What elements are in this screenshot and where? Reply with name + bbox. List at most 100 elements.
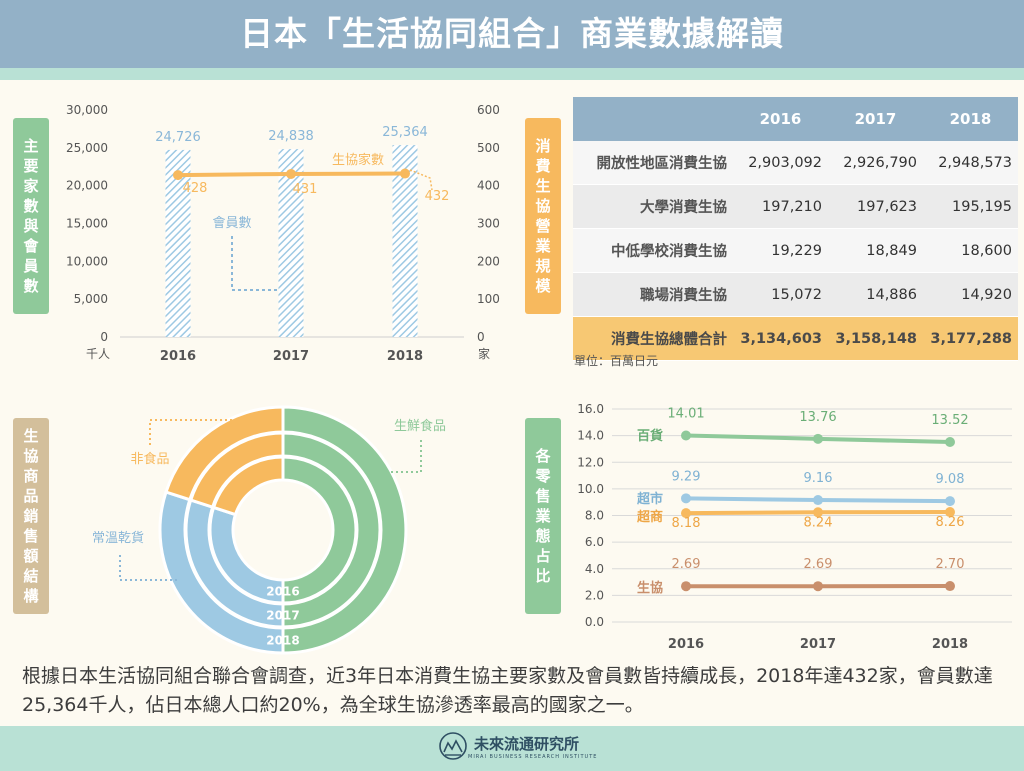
donut-leader (149, 419, 255, 445)
table-cell: 18,849 (828, 228, 923, 273)
y-left-tick-label: 10,000 (66, 254, 108, 268)
table-cell: 3,134,603 (733, 316, 828, 361)
line-point (945, 507, 955, 518)
line-value-label: 9.08 (936, 472, 965, 487)
donut-slice (164, 405, 285, 502)
line-point (286, 168, 296, 179)
bar-value-label: 24,838 (268, 129, 314, 144)
line-point (813, 507, 823, 518)
ring-label: 2018 (266, 634, 299, 648)
y-tick-label: 0.0 (585, 615, 604, 629)
brand: 未來流通研究所 MIRAI BUSINESS RESEARCH INSTITUT… (438, 731, 597, 761)
table-cell: 197,623 (828, 184, 923, 229)
table-cell: 2,948,573 (923, 141, 1018, 185)
sales-table: 2016 2017 2018 開放性地區消費生協 2,903,092 2,926… (573, 97, 1018, 361)
line-point (813, 433, 823, 444)
bar (165, 149, 191, 337)
line-point (400, 168, 410, 179)
y-left-unit: 千人 (86, 347, 110, 361)
line-value-label: 13.52 (931, 413, 968, 428)
y-right-tick-label: 100 (477, 292, 500, 306)
title-bar: 日本「生活協同組合」商業數據解讀 (0, 0, 1024, 68)
line-value-label: 13.76 (799, 410, 836, 425)
x-tick-label: 2018 (387, 349, 423, 364)
table-cell: 197,210 (733, 184, 828, 229)
y-right-tick-label: 500 (477, 141, 500, 155)
x-tick-label: 2016 (668, 637, 704, 652)
table-cell: 2,926,790 (828, 141, 923, 185)
table-cell: 18,600 (923, 228, 1018, 273)
table-cell: 中低學校消費生協 (573, 228, 733, 273)
line-point (681, 508, 691, 519)
table-cell: 3,158,148 (828, 316, 923, 361)
line-point (945, 437, 955, 448)
sales-col-0 (573, 97, 733, 141)
donut-category-label: 常溫乾貨 (92, 530, 144, 546)
table-row-total: 消費生協總體合計 3,134,603 3,158,148 3,177,288 (573, 316, 1018, 361)
line-point (681, 430, 691, 441)
table-unit: 單位：百萬日元 (574, 354, 659, 368)
donut-leader (119, 555, 178, 581)
table-cell: 3,177,288 (923, 316, 1018, 361)
label-retail: 各零售業態占比 (525, 418, 561, 614)
line-value-label: 8.18 (672, 516, 701, 531)
line-value-label: 14.01 (667, 406, 704, 421)
table-cell: 大學消費生協 (573, 184, 733, 229)
line-point (945, 581, 955, 592)
table-cell: 14,886 (828, 272, 923, 317)
sales-col-2018: 2018 (923, 97, 1018, 141)
line-point (681, 493, 691, 504)
line-value-label: 9.29 (672, 469, 701, 484)
y-tick-label: 12.0 (577, 455, 604, 469)
table-cell: 消費生協總體合計 (573, 316, 733, 361)
brand-sub: MIRAI BUSINESS RESEARCH INSTITUTE (468, 753, 598, 760)
label-sales: 消費生協營業規模 (525, 118, 561, 314)
sales-col-2016: 2016 (733, 97, 828, 141)
y-tick-label: 4.0 (585, 562, 604, 576)
page-title: 日本「生活協同組合」商業數據解讀 (240, 14, 784, 53)
y-right-unit: 家 (478, 346, 490, 361)
line-value-label: 8.24 (804, 515, 833, 530)
x-tick-label: 2016 (160, 349, 196, 364)
donut-category-label: 非食品 (130, 451, 169, 467)
series-label: 生協 (637, 580, 663, 596)
sales-col-2017: 2017 (828, 97, 923, 141)
table-row: 開放性地區消費生協 2,903,092 2,926,790 2,948,573 (573, 141, 1018, 185)
donut-category-label: 生鮮食品 (394, 418, 446, 434)
y-left-tick-label: 20,000 (66, 179, 108, 193)
sales-table-header: 2016 2017 2018 (573, 97, 1018, 141)
ring-label: 2016 (266, 585, 299, 599)
y-left-tick-label: 0 (100, 330, 108, 344)
table-row: 中低學校消費生協 19,229 18,849 18,600 (573, 228, 1018, 273)
label-structure: 生協商品銷售額結構 (13, 418, 49, 614)
line-point (681, 581, 691, 592)
line-point (813, 581, 823, 592)
title-strip (0, 68, 1024, 80)
donut-leader (390, 440, 422, 473)
y-tick-label: 10.0 (577, 482, 604, 496)
line-point (173, 170, 183, 181)
y-tick-label: 16.0 (577, 402, 604, 416)
line-value-label: 8.26 (936, 515, 965, 530)
series-label: 百貨 (637, 428, 663, 444)
table-cell: 職場消費生協 (573, 272, 733, 317)
label-members: 主要家數與會員數 (13, 118, 49, 314)
series-label: 超市 (637, 491, 663, 507)
y-tick-label: 2.0 (585, 588, 604, 602)
line-value-label: 431 (293, 182, 318, 197)
y-tick-label: 14.0 (577, 429, 604, 443)
table-row: 職場消費生協 15,072 14,886 14,920 (573, 272, 1018, 317)
bar-value-label: 24,726 (155, 130, 201, 145)
x-tick-label: 2018 (932, 637, 968, 652)
line-point (945, 496, 955, 507)
series-label-members: 會員數 (212, 216, 251, 231)
brand-name: 未來流通研究所 (474, 734, 580, 753)
bar (278, 149, 304, 337)
y-left-tick-label: 5,000 (74, 292, 108, 306)
footer (0, 726, 1024, 771)
y-left-tick-label: 30,000 (66, 103, 108, 117)
y-right-tick-label: 200 (477, 254, 500, 268)
table-row: 大學消費生協 197,210 197,623 195,195 (573, 184, 1018, 229)
x-tick-label: 2017 (273, 349, 309, 364)
